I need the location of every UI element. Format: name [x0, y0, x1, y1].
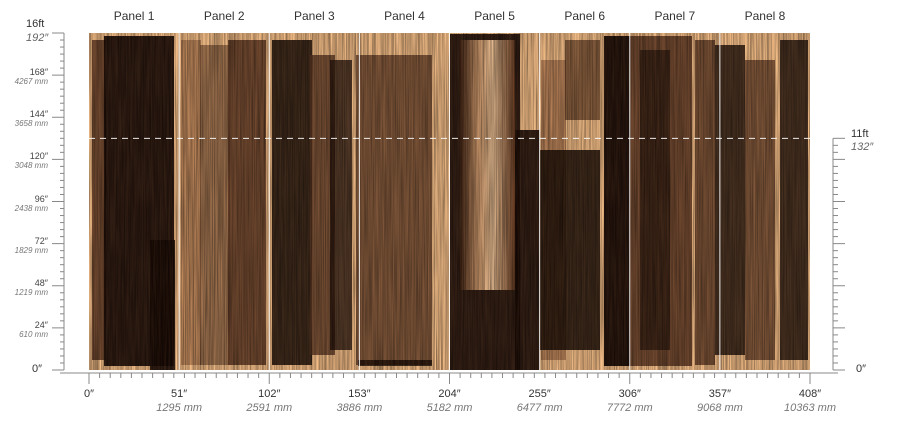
left-scale-mm: 1219 mm [14, 287, 48, 297]
left-scale-top-in: 192″ [26, 32, 49, 44]
bottom-scale-mm: 10363 mm [784, 402, 836, 414]
bottom-scale-mm: 7772 mm [606, 402, 653, 414]
panel-label-3: Panel 3 [293, 9, 335, 23]
panel-label-7: Panel 7 [654, 9, 696, 23]
bottom-scale-inches: 0″ [83, 388, 95, 400]
left-scale-inches: 48″ [34, 277, 48, 288]
right-scale-in: 132″ [851, 141, 874, 154]
left-scale-top-ft: 16ft [26, 18, 45, 30]
panel-label-1: Panel 1 [113, 9, 155, 23]
bottom-scale-inches: 204″ [438, 388, 461, 400]
panel-label-2: Panel 2 [203, 9, 245, 23]
left-scale-inches: 168″ [29, 67, 48, 78]
bottom-scale-inches: 153″ [348, 388, 371, 400]
left-scale-inches: 120″ [29, 151, 48, 162]
right-scale-zero: 0″ [856, 363, 867, 375]
left-scale-mm: 2438 mm [14, 203, 48, 213]
bottom-scale-mm: 2591 mm [246, 402, 293, 414]
bottom-scale-inches: 306″ [618, 388, 641, 400]
panel-label-6: Panel 6 [564, 9, 606, 23]
left-scale-inches: 72″ [34, 235, 48, 246]
bottom-scale-mm: 3886 mm [336, 402, 383, 414]
panel-label-4: Panel 4 [384, 9, 425, 23]
left-scale-zero: 0″ [32, 363, 43, 375]
left-scale-inches: 144″ [29, 109, 48, 120]
panel-label-5: Panel 5 [474, 9, 515, 23]
left-scale-mm: 1829 mm [14, 245, 48, 255]
bottom-scale-mm: 6477 mm [516, 402, 563, 414]
panel-label-8: Panel 8 [744, 9, 786, 23]
left-scale-inches: 96″ [34, 193, 48, 204]
right-scale-ft: 11ft [851, 128, 869, 141]
bottom-scale-inches: 102″ [258, 388, 281, 400]
bottom-scale-inches: 255″ [528, 388, 551, 400]
left-scale-mm: 3658 mm [14, 119, 48, 129]
left-scale-mm: 4267 mm [14, 77, 48, 87]
left-scale-inches: 24″ [34, 319, 48, 330]
left-scale-mm: 610 mm [19, 329, 48, 339]
bottom-scale-mm: 9068 mm [696, 402, 743, 414]
bottom-scale-inches: 357″ [708, 388, 731, 400]
bottom-scale-inches: 408″ [798, 388, 822, 400]
bottom-scale-mm: 5182 mm [426, 402, 473, 414]
left-scale-mm: 3048 mm [14, 161, 48, 171]
bottom-scale-inches: 51″ [171, 388, 188, 400]
bottom-scale-mm: 1295 mm [156, 402, 203, 414]
